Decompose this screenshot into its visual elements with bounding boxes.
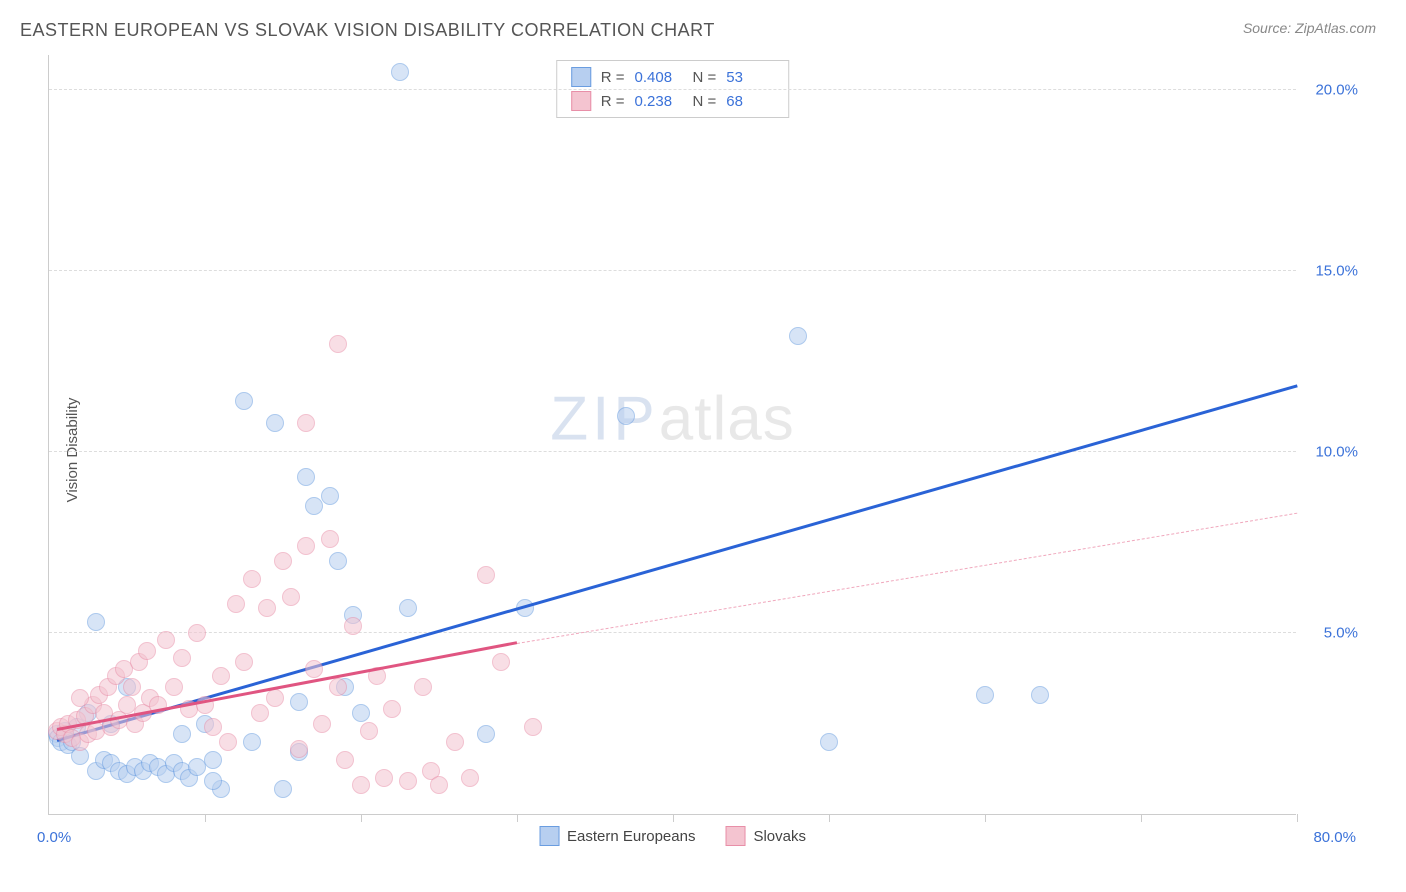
y-tick-label: 20.0% <box>1315 82 1358 99</box>
chart-title: EASTERN EUROPEAN VS SLOVAK VISION DISABI… <box>20 20 715 41</box>
data-point <box>219 733 237 751</box>
x-tick <box>1141 814 1142 822</box>
data-point <box>360 722 378 740</box>
data-point <box>976 686 994 704</box>
data-point <box>258 599 276 617</box>
data-point <box>375 769 393 787</box>
data-point <box>352 776 370 794</box>
x-tick <box>673 814 674 822</box>
grid-line <box>49 270 1296 271</box>
x-tick <box>205 814 206 822</box>
data-point <box>305 660 323 678</box>
correlation-row: R = 0.238N = 68 <box>571 89 775 113</box>
data-point <box>617 407 635 425</box>
x-min-label: 0.0% <box>37 829 71 846</box>
data-point <box>524 718 542 736</box>
data-point <box>1031 686 1049 704</box>
watermark: ZIPatlas <box>550 384 794 455</box>
data-point <box>204 751 222 769</box>
data-point <box>290 740 308 758</box>
data-point <box>297 537 315 555</box>
data-point <box>204 718 222 736</box>
correlation-row: R = 0.408N = 53 <box>571 65 775 89</box>
x-tick <box>1297 814 1298 822</box>
data-point <box>477 725 495 743</box>
y-tick-label: 5.0% <box>1324 625 1358 642</box>
data-point <box>383 700 401 718</box>
legend-item: Slovaks <box>725 826 806 846</box>
data-point <box>297 468 315 486</box>
data-point <box>329 552 347 570</box>
data-point <box>297 414 315 432</box>
source-attribution: Source: ZipAtlas.com <box>1243 20 1376 36</box>
data-point <box>235 653 253 671</box>
data-point <box>188 624 206 642</box>
data-point <box>173 725 191 743</box>
legend-item: Eastern Europeans <box>539 826 695 846</box>
data-point <box>173 649 191 667</box>
data-point <box>414 678 432 696</box>
grid-line <box>49 451 1296 452</box>
x-tick <box>829 814 830 822</box>
data-point <box>204 772 222 790</box>
data-point <box>352 704 370 722</box>
x-tick <box>361 814 362 822</box>
data-point <box>313 715 331 733</box>
x-max-label: 80.0% <box>1313 829 1356 846</box>
trend-line <box>517 513 1297 644</box>
data-point <box>329 678 347 696</box>
data-point <box>461 769 479 787</box>
data-point <box>399 599 417 617</box>
data-point <box>820 733 838 751</box>
data-point <box>227 595 245 613</box>
data-point <box>157 631 175 649</box>
data-point <box>266 414 284 432</box>
data-point <box>321 487 339 505</box>
x-tick <box>985 814 986 822</box>
series-legend: Eastern Europeans Slovaks <box>539 826 806 846</box>
data-point <box>266 689 284 707</box>
data-point <box>446 733 464 751</box>
data-point <box>321 530 339 548</box>
data-point <box>251 704 269 722</box>
data-point <box>274 780 292 798</box>
chart-container: Vision Disability ZIPatlas R = 0.408N = … <box>48 55 1368 845</box>
grid-line <box>49 632 1296 633</box>
data-point <box>789 327 807 345</box>
data-point <box>243 733 261 751</box>
grid-line <box>49 89 1296 90</box>
data-point <box>138 642 156 660</box>
data-point <box>123 678 141 696</box>
data-point <box>87 613 105 631</box>
data-point <box>243 570 261 588</box>
data-point <box>329 335 347 353</box>
data-point <box>430 776 448 794</box>
data-point <box>344 617 362 635</box>
data-point <box>274 552 292 570</box>
data-point <box>492 653 510 671</box>
trend-line <box>56 384 1297 741</box>
data-point <box>235 392 253 410</box>
y-tick-label: 10.0% <box>1315 444 1358 461</box>
y-tick-label: 15.0% <box>1315 263 1358 280</box>
data-point <box>477 566 495 584</box>
data-point <box>212 667 230 685</box>
data-point <box>391 63 409 81</box>
data-point <box>71 689 89 707</box>
x-tick <box>517 814 518 822</box>
data-point <box>290 693 308 711</box>
data-point <box>282 588 300 606</box>
data-point <box>305 497 323 515</box>
data-point <box>336 751 354 769</box>
data-point <box>399 772 417 790</box>
data-point <box>165 678 183 696</box>
plot-area: ZIPatlas R = 0.408N = 53R = 0.238N = 68 … <box>48 55 1296 815</box>
